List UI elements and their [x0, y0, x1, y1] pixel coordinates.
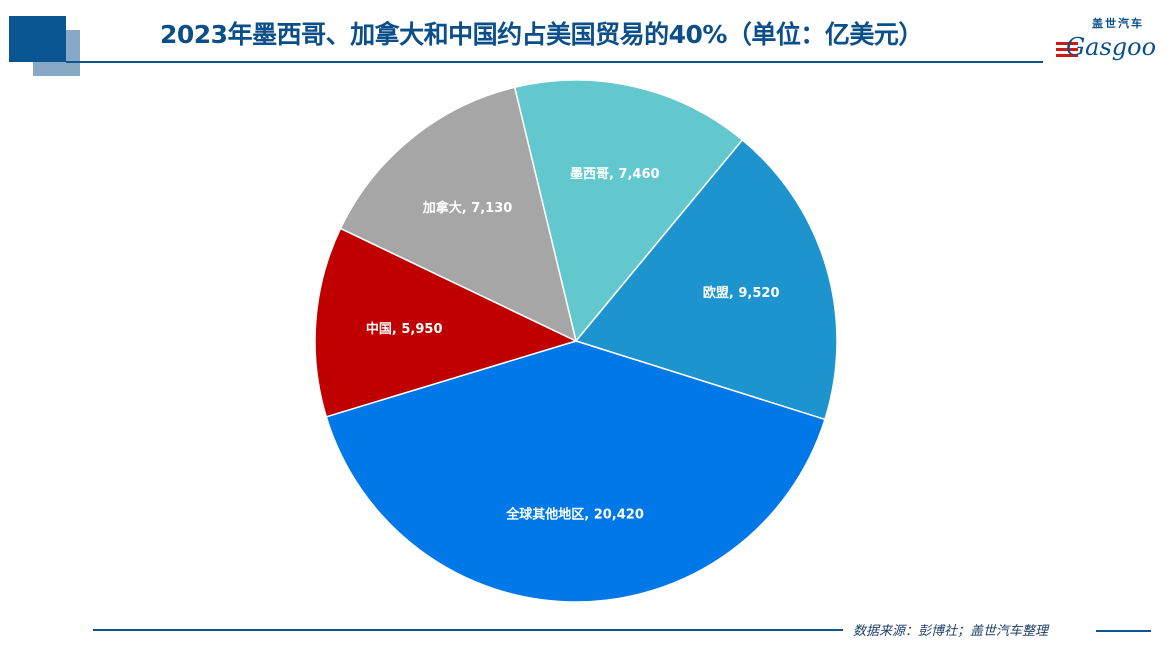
footer-line-right [1096, 630, 1151, 632]
slice-label: 全球其他地区, 20,420 [505, 506, 644, 522]
pie-slice-2 [325, 340, 826, 603]
logo-stripe [1056, 54, 1078, 57]
pie-slice-0 [513, 79, 744, 343]
slice-label: 墨西哥, 7,460 [570, 166, 660, 182]
logo-chinese: 盖世汽车 [1092, 17, 1144, 30]
decor-square-dark [9, 16, 66, 62]
logo-stripe [1056, 48, 1078, 51]
slice-label: 欧盟, 9,520 [703, 285, 780, 301]
footer-line-left [93, 629, 843, 631]
title-underline [66, 61, 1043, 63]
pie-slice-1 [574, 138, 838, 421]
slice-label: 中国, 5,950 [366, 321, 443, 337]
pie-slice-3 [314, 227, 579, 418]
logo-english: Gasgoo [1066, 33, 1157, 61]
pie-slice-4 [339, 86, 578, 343]
slice-label: 加拿大, 7,130 [422, 200, 513, 216]
source-note: 数据来源：彭博社；盖世汽车整理 [853, 624, 1049, 639]
page-title: 2023年墨西哥、加拿大和中国约占美国贸易的40%（单位：亿美元） [160, 20, 923, 49]
gasgoo-logo: 盖世汽车 Gasgoo [1052, 18, 1162, 64]
logo-stripe [1056, 42, 1078, 45]
